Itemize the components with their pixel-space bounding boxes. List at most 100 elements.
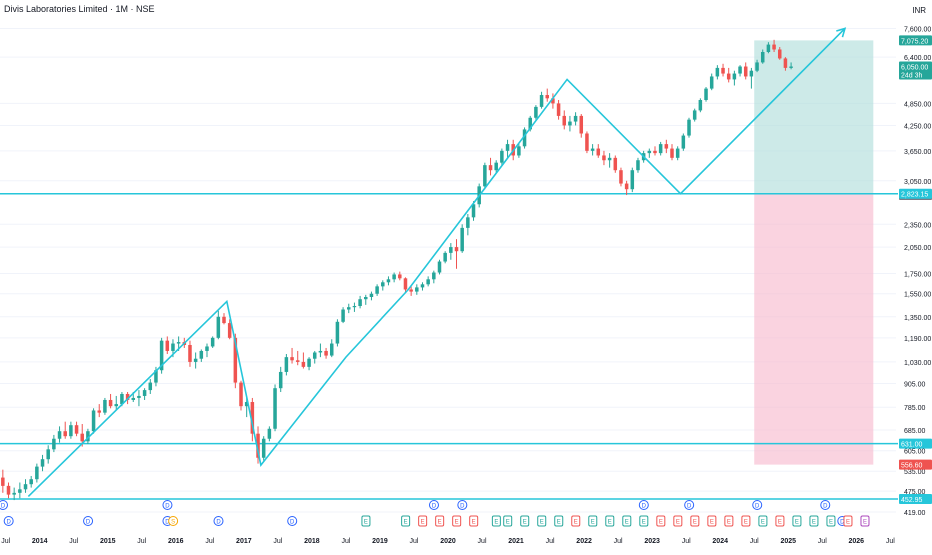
trend-zigzag-line[interactable] <box>27 27 846 497</box>
earnings-event-icon[interactable] <box>520 515 530 527</box>
earnings-event-icon[interactable] <box>622 515 632 527</box>
candle <box>199 350 204 359</box>
candle <box>398 274 402 279</box>
candle <box>261 438 266 458</box>
earnings-event-icon[interactable] <box>491 515 501 527</box>
candle <box>222 316 226 324</box>
candle <box>590 148 595 151</box>
earnings-event-icon[interactable] <box>605 515 615 527</box>
dividend-event-icon[interactable] <box>83 516 94 526</box>
earnings-event-icon[interactable] <box>656 515 666 527</box>
event-label: E <box>727 520 731 526</box>
earnings-event-icon[interactable] <box>452 515 462 527</box>
earnings-event-icon[interactable] <box>792 515 802 527</box>
earnings-event-icon[interactable] <box>571 515 581 527</box>
candle <box>91 410 96 432</box>
event-label: E <box>608 520 612 526</box>
event-label: E <box>812 520 816 526</box>
price-badge-text: 6,050.00 <box>901 65 928 72</box>
earnings-event-icon[interactable] <box>860 515 870 527</box>
dividend-event-icon[interactable] <box>162 500 173 510</box>
candle <box>619 170 623 184</box>
dividend-event-icon[interactable] <box>0 500 8 510</box>
candle <box>369 293 374 297</box>
event-label: D <box>642 504 647 510</box>
dividend-event-icon[interactable] <box>638 500 649 510</box>
earnings-event-icon[interactable] <box>588 515 598 527</box>
earnings-event-icon[interactable] <box>673 515 683 527</box>
earnings-event-icon[interactable] <box>435 515 445 527</box>
earnings-event-icon[interactable] <box>741 515 751 527</box>
earnings-event-icon[interactable] <box>843 515 853 527</box>
dividend-event-icon[interactable] <box>3 516 14 526</box>
candle <box>125 393 130 400</box>
time-tick-label: Jul <box>478 538 487 545</box>
candle <box>415 287 419 292</box>
time-tick-label: 2020 <box>440 538 456 545</box>
price-tick-label: 1,350.00 <box>904 315 931 322</box>
price-tick-label: 905.00 <box>904 382 926 389</box>
candle <box>1 477 5 486</box>
event-label: D <box>6 520 11 526</box>
candle <box>318 350 323 353</box>
price-tick-label: 605.00 <box>904 449 926 456</box>
earnings-event-icon[interactable] <box>707 515 717 527</box>
price-badge-text: 7,075.20 <box>901 38 928 45</box>
event-label: D <box>432 504 437 510</box>
candle <box>528 117 532 130</box>
earnings-event-icon[interactable] <box>537 515 547 527</box>
earnings-event-icon[interactable] <box>361 515 371 527</box>
candle <box>103 399 107 413</box>
price-tick-label: 1,750.00 <box>904 271 931 278</box>
candle <box>562 115 567 126</box>
earnings-event-icon[interactable] <box>418 515 428 527</box>
candle <box>403 278 408 290</box>
dividend-event-icon[interactable] <box>428 500 439 510</box>
candle <box>301 361 306 367</box>
earnings-event-icon[interactable] <box>401 515 411 527</box>
candle <box>760 51 765 63</box>
earnings-event-icon[interactable] <box>775 515 785 527</box>
candle <box>148 382 153 391</box>
earnings-event-icon[interactable] <box>724 515 734 527</box>
event-label: E <box>625 520 629 526</box>
dividend-event-icon[interactable] <box>213 516 224 526</box>
candle <box>602 155 606 161</box>
earnings-event-icon[interactable] <box>554 515 564 527</box>
price-badge-countdown: 24d 3h <box>901 73 923 80</box>
dividend-event-icon[interactable] <box>168 516 179 526</box>
candle <box>40 459 45 467</box>
candle <box>522 129 527 147</box>
candle <box>74 425 79 434</box>
time-tick-label: 2021 <box>508 538 524 545</box>
time-tick-label: 2026 <box>849 538 865 545</box>
time-tick-label: 2023 <box>644 538 660 545</box>
event-label: E <box>574 520 578 526</box>
candle <box>86 431 90 442</box>
earnings-event-icon[interactable] <box>639 515 649 527</box>
earnings-event-icon[interactable] <box>809 515 819 527</box>
candle <box>409 289 413 292</box>
candle <box>188 344 192 362</box>
dividend-event-icon[interactable] <box>820 500 831 510</box>
candle <box>624 183 629 190</box>
earnings-event-icon[interactable] <box>503 515 513 527</box>
dividend-event-icon[interactable] <box>684 500 695 510</box>
candle <box>551 98 555 104</box>
price-tick-label: 1,550.00 <box>904 292 931 299</box>
earnings-event-icon[interactable] <box>690 515 700 527</box>
candle <box>131 397 136 400</box>
dividend-event-icon[interactable] <box>752 500 763 510</box>
earnings-event-icon[interactable] <box>758 515 768 527</box>
price-badge <box>899 459 932 470</box>
dividend-event-icon[interactable] <box>287 516 298 526</box>
candle <box>613 157 618 171</box>
candle <box>57 431 62 439</box>
candle <box>69 425 73 437</box>
candle <box>335 321 340 344</box>
dividend-event-icon[interactable] <box>457 500 468 510</box>
earnings-event-icon[interactable] <box>826 515 836 527</box>
earnings-event-icon[interactable] <box>469 515 479 527</box>
